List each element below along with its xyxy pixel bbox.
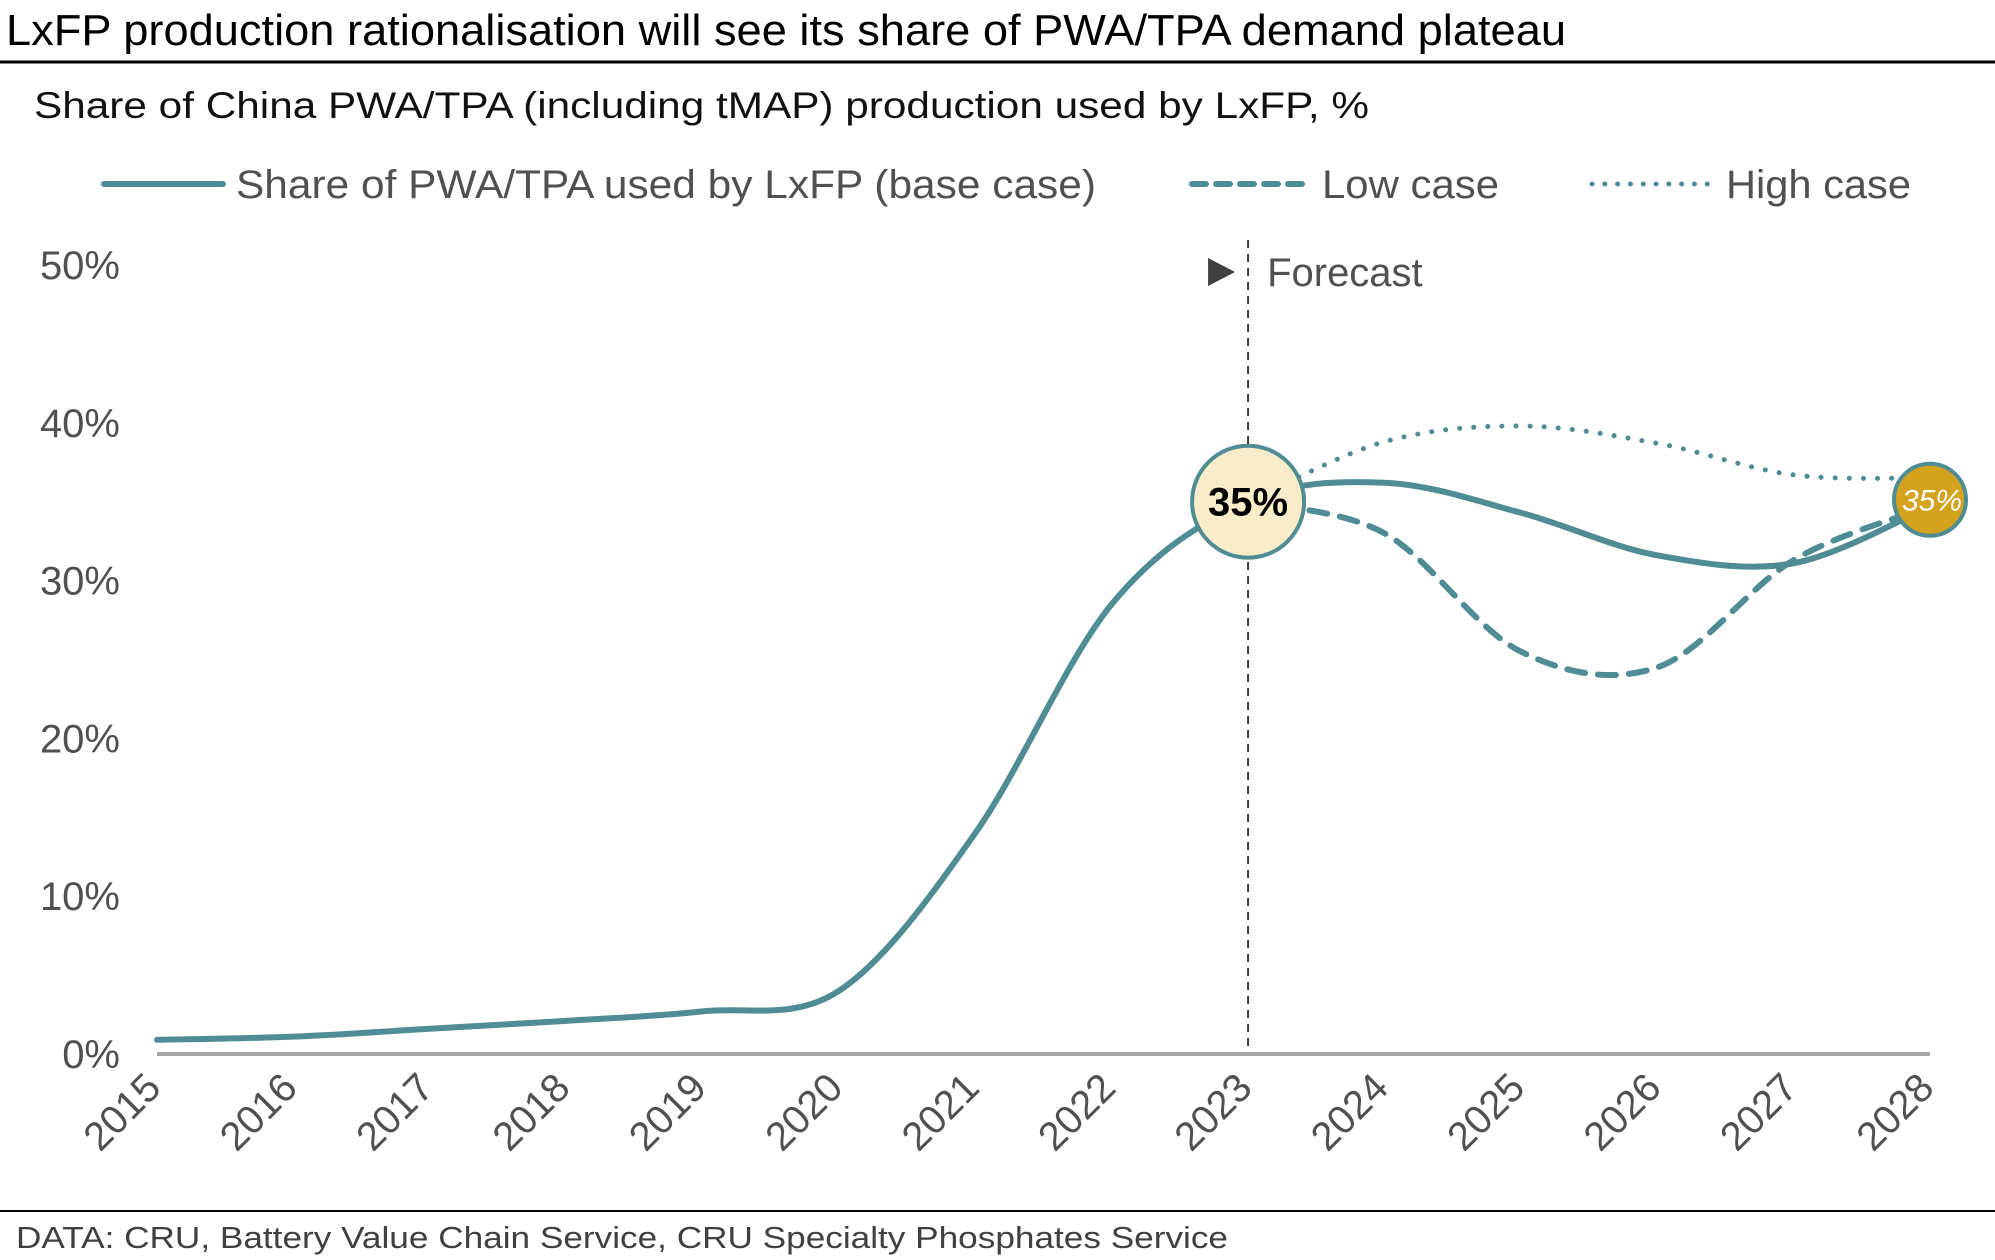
legend-label-base: Share of PWA/TPA used by LxFP (base case…: [236, 163, 1096, 207]
highlight-end: 35%: [1892, 461, 1968, 538]
chart-title: LxFP production rationalisation will see…: [6, 6, 1566, 55]
highlight-start: 35%: [1190, 443, 1307, 560]
x-tick-label: 2026: [1576, 1065, 1670, 1159]
x-tick-label: 2018: [484, 1065, 578, 1159]
legend-item-low: Low case: [1189, 163, 1499, 207]
series-layer: [154, 423, 1933, 1043]
y-tick-label: 50%: [40, 244, 120, 288]
x-tick-label: 2017: [348, 1065, 442, 1159]
y-tick-label: 10%: [40, 875, 120, 919]
legend-label-low: Low case: [1322, 163, 1499, 207]
highlight-start-marker: [1190, 443, 1307, 560]
highlight-start-label: 35%: [1208, 481, 1288, 525]
forecast-arrow-icon: [1208, 258, 1236, 286]
highlight-end-label: 35%: [1902, 485, 1962, 518]
forecast-label: Forecast: [1267, 251, 1423, 295]
x-tick-label: 2015: [75, 1065, 169, 1159]
x-tick-label: 2022: [1030, 1065, 1124, 1159]
x-tick-label: 2023: [1166, 1065, 1260, 1159]
legend-label-high: High case: [1726, 163, 1911, 207]
legend-item-base: Share of PWA/TPA used by LxFP (base case…: [101, 163, 1096, 207]
series-low-case-line: [1245, 498, 1933, 678]
series-base-case-line: [154, 479, 1933, 1043]
y-tick-label: 20%: [40, 717, 120, 761]
legend: Share of PWA/TPA used by LxFP (base case…: [101, 163, 1911, 207]
source-note: DATA: CRU, Battery Value Chain Service, …: [16, 1220, 1228, 1255]
x-tick-label: 2028: [1848, 1065, 1942, 1159]
y-tick-label: 30%: [40, 560, 120, 604]
x-tick-label: 2016: [212, 1065, 306, 1159]
x-tick-label: 2020: [757, 1065, 851, 1159]
y-axis-labels: 0% 10% 20% 30% 40% 50%: [40, 244, 120, 1077]
x-tick-label: 2027: [1712, 1065, 1806, 1159]
y-tick-label: 0%: [62, 1033, 120, 1077]
chart-subtitle: Share of China PWA/TPA (including tMAP) …: [34, 85, 1369, 126]
x-tick-label: 2024: [1303, 1065, 1397, 1159]
y-tick-label: 40%: [40, 402, 120, 446]
x-tick-label: 2025: [1439, 1065, 1533, 1159]
highlight-end-marker: [1892, 461, 1968, 538]
x-tick-label: 2019: [621, 1065, 715, 1159]
x-axis-labels: 2015 2016 2017 2018 2019 2020 2021 2022 2023 2024…: [75, 1065, 1942, 1159]
series-high-case-line: [1245, 423, 1933, 505]
legend-item-high: High case: [1589, 163, 1911, 207]
x-tick-label: 2021: [894, 1065, 988, 1159]
